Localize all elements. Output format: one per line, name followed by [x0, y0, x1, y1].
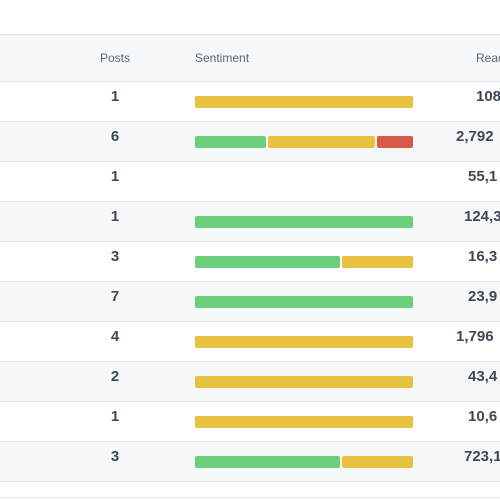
table-row[interactable]: 3 16,3 — [0, 242, 500, 282]
sentiment-segment-neutral — [341, 456, 413, 468]
sentiment-bar — [195, 336, 413, 348]
sentiment-bar — [195, 296, 413, 308]
sentiment-column-header[interactable]: Sentiment — [195, 51, 250, 65]
table-row[interactable]: 2 43,4 — [0, 362, 500, 402]
sentiment-bar — [195, 216, 413, 228]
table-row[interactable]: 7 23,9 — [0, 282, 500, 322]
sentiment-segment-positive — [195, 216, 413, 228]
sentiment-segment-negative — [376, 136, 413, 148]
posts-count: 1 — [110, 408, 120, 425]
sentiment-segment-neutral — [195, 416, 413, 428]
table-row[interactable]: 6 2,792 — [0, 122, 500, 162]
reach-value-text: 43,4 — [468, 368, 498, 385]
table-row[interactable]: 1 55,1 — [0, 162, 500, 202]
posts-count: 2 — [110, 368, 120, 385]
reach-value-text: 55,1 — [468, 168, 498, 185]
sentiment-segment-positive — [195, 456, 340, 468]
reach-value-text: 16,3 — [468, 248, 498, 265]
posts-count: 1 — [110, 168, 120, 185]
reach-value: 2,792 — [456, 128, 500, 145]
sentiment-bar — [195, 456, 413, 468]
posts-table: Posts Sentiment Reac 1108,362,792155,111… — [0, 34, 500, 482]
reach-value: 108,3 — [476, 88, 500, 105]
sentiment-bar — [195, 376, 413, 388]
reach-value-text: 108,3 — [476, 88, 500, 105]
reach-value: 55,1 — [468, 168, 500, 185]
reach-value: 1,796 — [456, 328, 500, 345]
reach-value: 23,9 — [468, 288, 500, 305]
table-row[interactable]: 3 723,1 — [0, 442, 500, 482]
table-row[interactable]: 4 1,796 — [0, 322, 500, 362]
table-row[interactable]: 1 10,6 — [0, 402, 500, 442]
sentiment-segment-positive — [195, 136, 266, 148]
reach-value-text: 10,6 — [468, 408, 498, 425]
table-bottom-border — [0, 497, 500, 498]
sentiment-bar — [195, 176, 413, 188]
sentiment-segment-neutral — [267, 136, 375, 148]
sentiment-segment-positive — [195, 296, 413, 308]
sentiment-segment-neutral — [195, 376, 413, 388]
sentiment-segment-neutral — [341, 256, 413, 268]
reach-value: 10,6 — [468, 408, 500, 425]
posts-count: 3 — [110, 248, 120, 265]
sentiment-segment-neutral — [195, 96, 413, 108]
reach-value: 723,1 — [464, 448, 500, 465]
reach-value-text: 124,3 — [464, 208, 500, 225]
reach-value-text: 23,9 — [468, 288, 498, 305]
reach-value-text: 2,792 — [456, 128, 494, 145]
table-body: 1108,362,792155,11124,3316,3723,941,7962… — [0, 82, 500, 482]
table-row[interactable]: 1 108,3 — [0, 82, 500, 122]
posts-count: 1 — [110, 88, 120, 105]
reach-value: 16,3 — [468, 248, 500, 265]
posts-count: 1 — [110, 208, 120, 225]
sentiment-segment-neutral — [195, 336, 413, 348]
posts-count: 4 — [110, 328, 120, 345]
posts-column-header[interactable]: Posts — [99, 51, 130, 65]
sentiment-segment-positive — [195, 256, 340, 268]
sentiment-bar — [195, 136, 413, 148]
reach-value-text: 723,1 — [464, 448, 500, 465]
sentiment-bar — [195, 256, 413, 268]
reach-column-header[interactable]: Reac — [476, 51, 500, 65]
reach-value-text: 1,796 — [456, 328, 494, 345]
reach-value: 124,3 — [464, 208, 500, 225]
reach-value: 43,4 — [468, 368, 500, 385]
table-row[interactable]: 1 124,3 — [0, 202, 500, 242]
sentiment-bar — [195, 96, 413, 108]
posts-count: 3 — [110, 448, 120, 465]
posts-count: 7 — [110, 288, 120, 305]
table-header: Posts Sentiment Reac — [0, 34, 500, 82]
sentiment-bar — [195, 416, 413, 428]
posts-count: 6 — [110, 128, 120, 145]
